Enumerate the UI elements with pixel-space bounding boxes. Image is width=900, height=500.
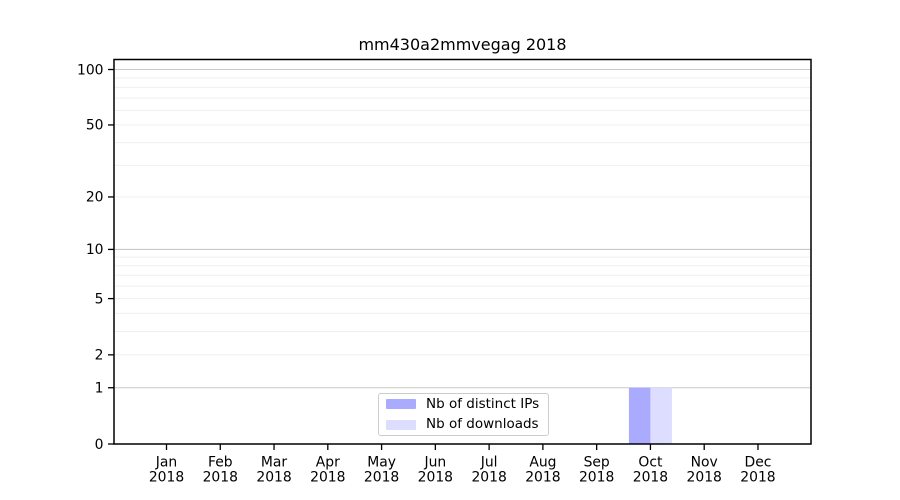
x-tick-year-label: 2018 — [579, 470, 614, 486]
x-tick-month-label: Jan — [155, 455, 177, 471]
x-tick-year-label: 2018 — [256, 470, 291, 486]
y-tick-label: 20 — [86, 190, 104, 206]
x-tick-year-label: 2018 — [310, 470, 345, 486]
x-tick-month-label: Aug — [529, 455, 556, 471]
x-tick-year-label: 2018 — [149, 470, 184, 486]
x-tick-year-label: 2018 — [471, 470, 506, 486]
legend-swatch-downloads — [386, 419, 416, 430]
x-tick-year-label: 2018 — [687, 470, 722, 486]
x-tick-month-label: May — [367, 455, 396, 471]
y-tick-label: 10 — [86, 242, 104, 258]
bar-downloads — [650, 387, 672, 444]
y-tick-label: 50 — [86, 118, 104, 134]
x-tick-month-label: Sep — [584, 455, 610, 471]
x-tick-month-label: Mar — [261, 455, 287, 471]
bar-distinct-ips — [628, 387, 651, 444]
legend-label-downloads: Nb of downloads — [426, 416, 539, 432]
x-tick-month-label: Dec — [745, 455, 772, 471]
y-tick-label: 5 — [95, 291, 104, 307]
x-tick-year-label: 2018 — [740, 470, 775, 486]
y-tick-label: 0 — [95, 437, 104, 453]
y-tick-label: 2 — [95, 348, 104, 364]
x-tick-month-label: Nov — [691, 455, 718, 471]
x-tick-year-label: 2018 — [525, 470, 560, 486]
x-tick-month-label: Oct — [638, 455, 663, 471]
legend-item-downloads: Nb of downloads — [386, 416, 548, 432]
x-tick-month-label: Jul — [480, 455, 498, 471]
legend-label-distinct-ips: Nb of distinct IPs — [426, 395, 540, 412]
x-tick-year-label: 2018 — [418, 470, 453, 486]
x-tick-year-label: 2018 — [633, 470, 668, 486]
y-tick-label: 100 — [77, 62, 104, 78]
legend-swatch-distinct-ips — [386, 399, 416, 410]
y-tick-label: 1 — [95, 381, 104, 397]
x-tick-month-label: Apr — [316, 455, 340, 471]
x-tick-month-label: Jun — [423, 455, 446, 471]
x-tick-year-label: 2018 — [203, 470, 238, 486]
chart-title: mm430a2mmvegag 2018 — [358, 35, 567, 54]
legend-item-distinct-ips: Nb of distinct IPs — [386, 395, 548, 412]
plot-border — [113, 58, 812, 445]
legend: Nb of distinct IPs Nb of downloads — [378, 393, 549, 436]
x-tick-month-label: Feb — [208, 455, 233, 471]
x-tick-year-label: 2018 — [364, 470, 399, 486]
